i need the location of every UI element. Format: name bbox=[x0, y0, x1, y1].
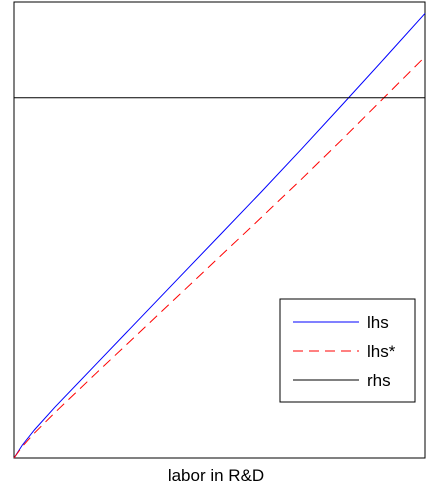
legend-label-2: rhs bbox=[367, 371, 391, 390]
series-line-lhs-star bbox=[13, 56, 426, 459]
legend: lhs lhs* rhs bbox=[279, 298, 416, 403]
series-layer bbox=[13, 13, 426, 459]
legend-items: lhs lhs* rhs bbox=[293, 313, 396, 390]
x-axis-label: labor in R&D bbox=[168, 466, 264, 485]
series-line-lhs bbox=[13, 13, 426, 459]
legend-label-0: lhs bbox=[367, 313, 389, 332]
legend-label-1: lhs* bbox=[367, 342, 396, 361]
